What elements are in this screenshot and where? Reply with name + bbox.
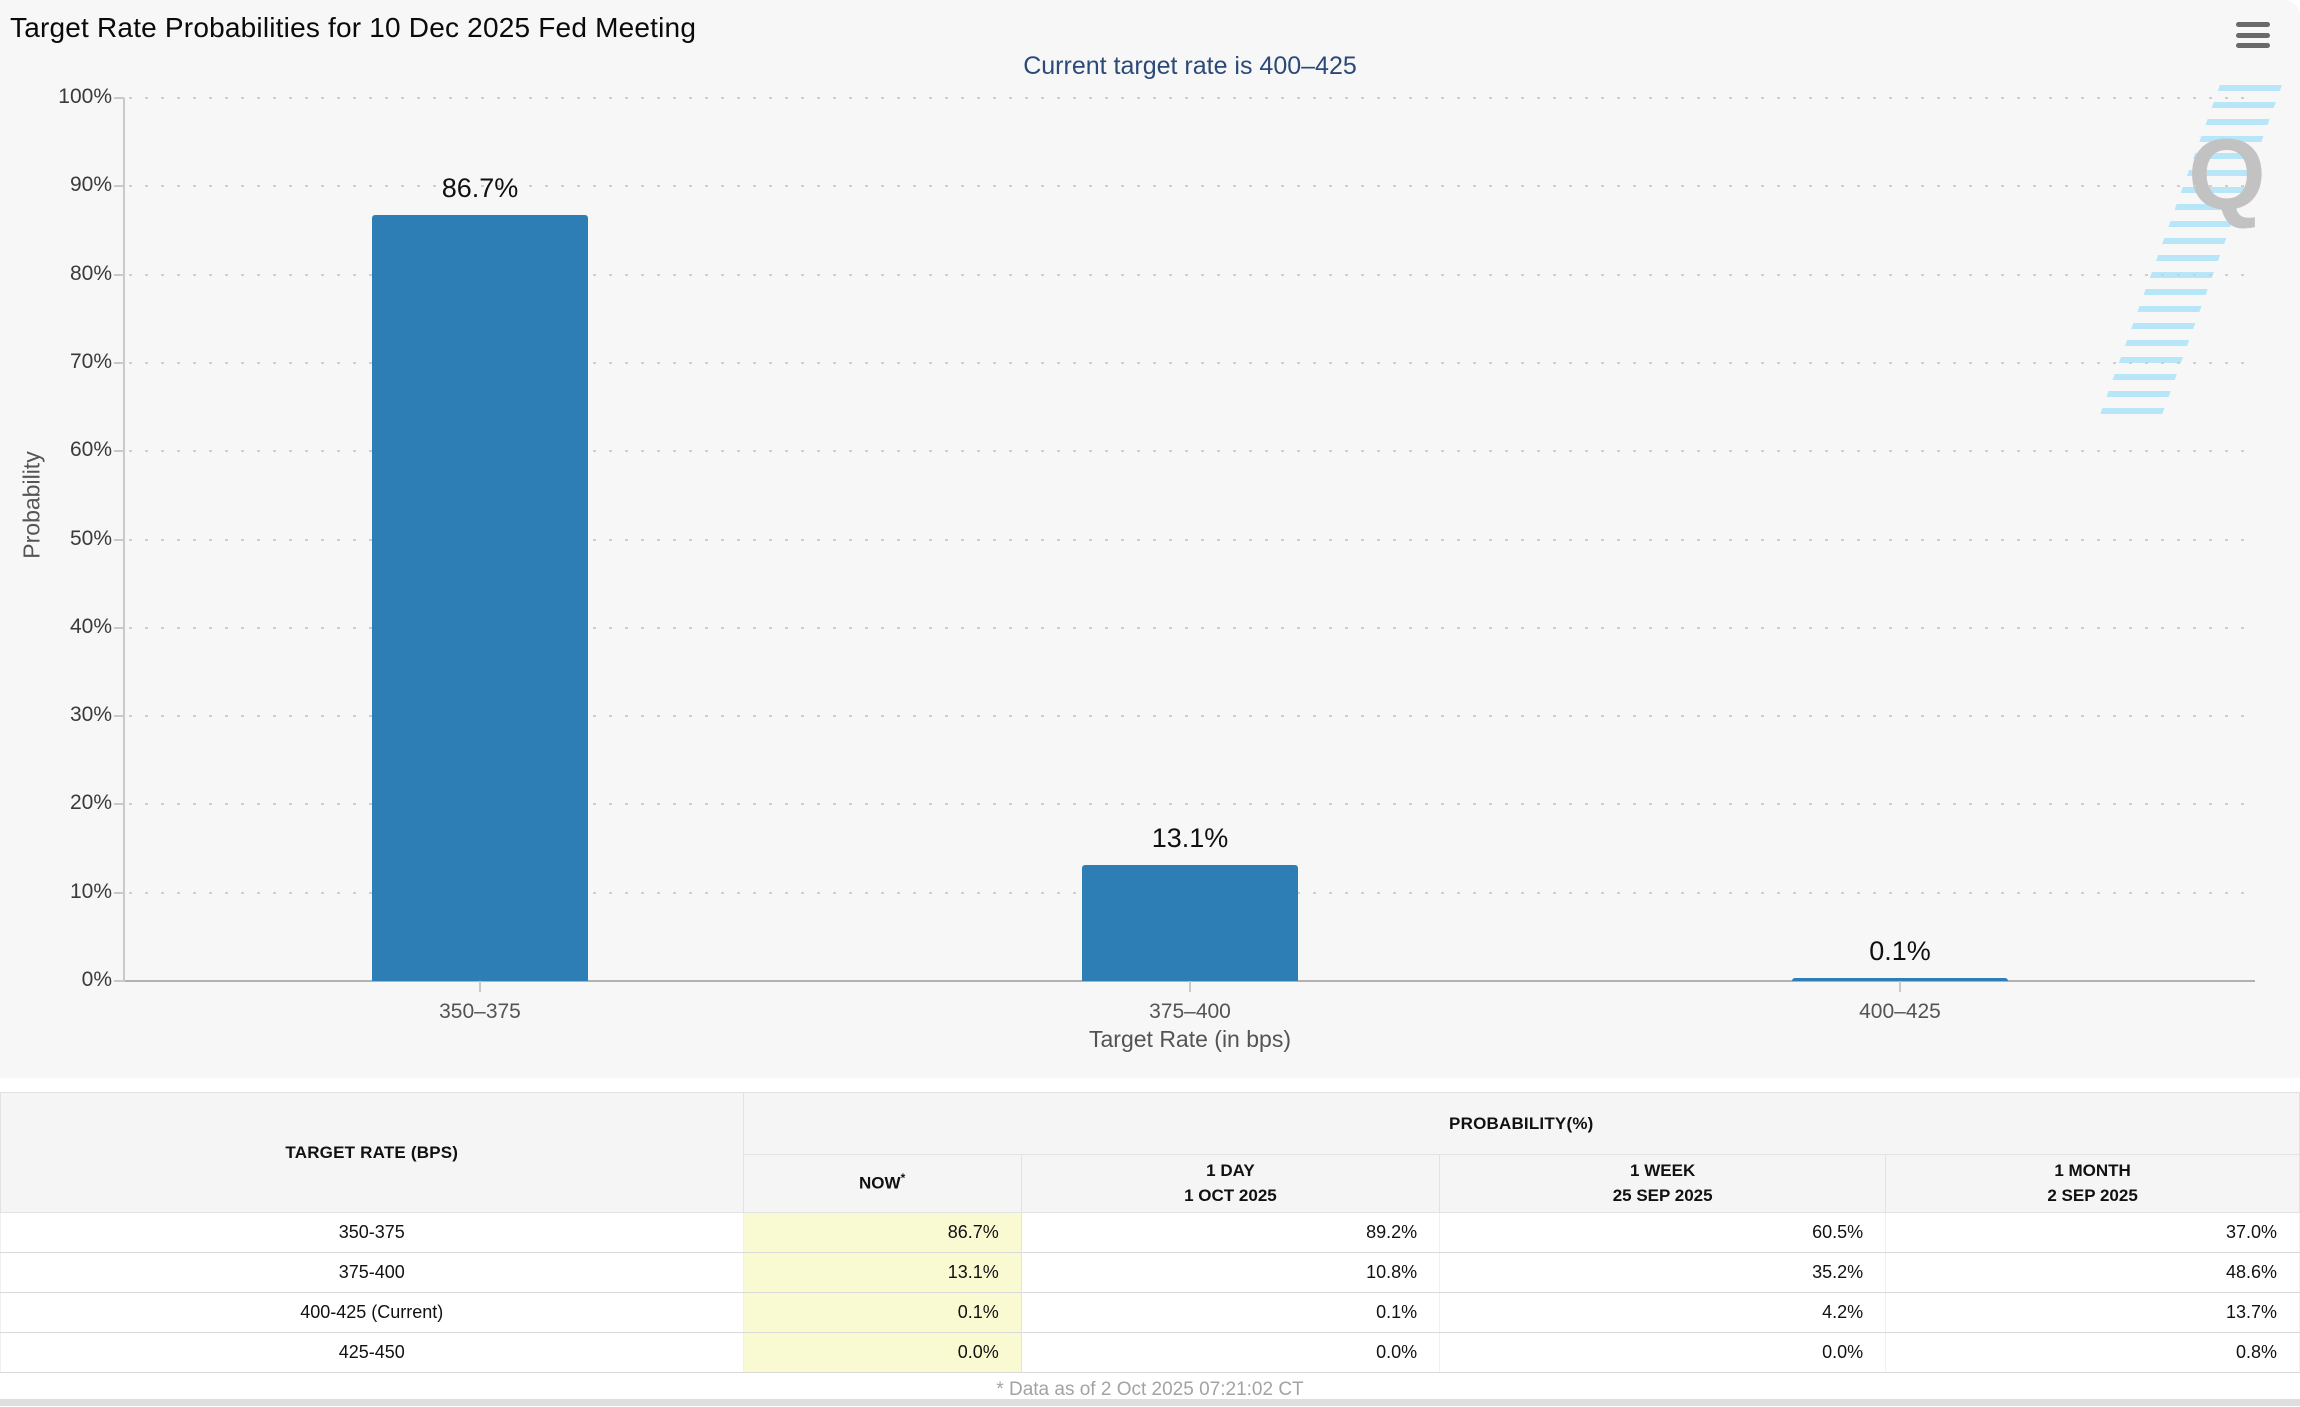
probability-bar[interactable] bbox=[1082, 865, 1298, 981]
gridline bbox=[129, 538, 2251, 541]
table-cell-probability: 89.2% bbox=[1020, 1212, 1441, 1253]
y-axis-tick bbox=[114, 715, 124, 718]
column-header-probability-group: PROBABILITY(%) bbox=[742, 1092, 2300, 1155]
table-row: 425-450 0.0% 0.0% 0.0% 0.8% bbox=[0, 1332, 2300, 1373]
hamburger-icon bbox=[2236, 22, 2270, 27]
table-cell-now-probability: 0.1% bbox=[742, 1292, 1022, 1333]
table-header: TARGET RATE (BPS) PROBABILITY(%) NOW* 1 D… bbox=[0, 1092, 2300, 1213]
y-axis-tick bbox=[114, 891, 124, 894]
table-cell-probability: 48.6% bbox=[1885, 1252, 2300, 1293]
bar-value-label: 13.1% bbox=[1151, 823, 1229, 854]
y-axis-line bbox=[123, 98, 125, 982]
gridline bbox=[129, 450, 2251, 453]
table-cell-target-rate: 350-375 bbox=[0, 1212, 744, 1253]
table-subheader-row: NOW* 1 DAY 1 OCT 2025 1 WEEK 25 SEP 2025 1 MO… bbox=[1, 1154, 2300, 1213]
footnote-asterisk: * bbox=[900, 1171, 906, 1186]
gridline bbox=[129, 273, 2251, 276]
x-axis-tick bbox=[479, 981, 481, 992]
gridline bbox=[129, 185, 2251, 188]
probability-table: TARGET RATE (BPS) PROBABILITY(%) NOW* 1 D… bbox=[0, 1092, 2300, 1407]
y-axis-tick bbox=[114, 185, 124, 188]
column-header-label: 1 DAY bbox=[1206, 1160, 1255, 1180]
hamburger-icon bbox=[2236, 43, 2270, 48]
table-cell-now-probability: 86.7% bbox=[742, 1212, 1022, 1253]
bar-value-label: 86.7% bbox=[441, 173, 519, 204]
table-cell-now-probability: 13.1% bbox=[742, 1252, 1022, 1293]
column-header-target-rate: TARGET RATE (BPS) bbox=[0, 1092, 744, 1213]
y-axis-tick-label: 40% bbox=[69, 614, 112, 638]
y-axis-tick-label: 20% bbox=[69, 791, 112, 815]
y-axis-tick-label: 50% bbox=[69, 526, 112, 550]
table-cell-probability: 60.5% bbox=[1439, 1212, 1887, 1253]
column-header-now: NOW* bbox=[742, 1154, 1022, 1213]
y-axis-tick-label: 60% bbox=[69, 438, 112, 462]
column-header-1-day: 1 DAY 1 OCT 2025 bbox=[1020, 1154, 1441, 1213]
gridline bbox=[129, 803, 2251, 806]
horizontal-scrollbar[interactable] bbox=[0, 1399, 2300, 1406]
table-cell-probability: 0.8% bbox=[1885, 1332, 2300, 1373]
column-header-label: 1 WEEK bbox=[1630, 1160, 1696, 1180]
hamburger-icon bbox=[2236, 32, 2270, 38]
column-header-1-week: 1 WEEK 25 SEP 2025 bbox=[1439, 1154, 1887, 1213]
probability-bar[interactable] bbox=[372, 215, 588, 981]
x-axis-tick bbox=[1189, 981, 1191, 992]
y-axis-tick-label: 30% bbox=[69, 703, 112, 727]
table-cell-target-rate: 375-400 bbox=[0, 1252, 744, 1293]
column-header-date: 1 OCT 2025 bbox=[1184, 1185, 1277, 1205]
x-axis-category-label: 400–425 bbox=[1859, 1000, 1941, 1023]
y-axis-tick-label: 70% bbox=[69, 349, 112, 373]
table-cell-probability: 0.0% bbox=[1020, 1332, 1441, 1373]
table-cell-probability: 0.0% bbox=[1439, 1332, 1887, 1373]
chart-region: Target Rate Probabilities for 10 Dec 202… bbox=[10, 12, 2282, 1052]
x-axis-tick bbox=[1899, 981, 1901, 992]
y-axis-tick bbox=[114, 803, 124, 806]
chart-title: Target Rate Probabilities for 10 Dec 202… bbox=[10, 12, 697, 43]
column-header-label: 1 MONTH bbox=[2054, 1160, 2131, 1180]
gridline bbox=[129, 715, 2251, 718]
y-axis-tick bbox=[114, 450, 124, 453]
table-body: 350-375 86.7% 89.2% 60.5% 37.0% 375-400 13.1% 1… bbox=[0, 1212, 2300, 1373]
column-header-label: NOW* bbox=[859, 1171, 906, 1193]
gridline bbox=[129, 626, 2251, 629]
y-axis-tick-label: 10% bbox=[69, 879, 112, 903]
gridline bbox=[129, 361, 2251, 364]
table-cell-target-rate: 425-450 bbox=[0, 1332, 744, 1373]
bar-value-label: 0.1% bbox=[1869, 936, 1931, 966]
column-header-1-month: 1 MONTH 2 SEP 2025 bbox=[1885, 1154, 2300, 1213]
table-cell-probability: 37.0% bbox=[1885, 1212, 2300, 1253]
x-axis-category-label: 350–375 bbox=[439, 1000, 521, 1023]
y-axis-tick bbox=[114, 361, 124, 364]
table-cell-probability: 0.1% bbox=[1020, 1292, 1441, 1333]
y-axis-tick bbox=[114, 273, 124, 276]
column-header-date: 2 SEP 2025 bbox=[2047, 1185, 2138, 1205]
table-cell-now-probability: 0.0% bbox=[742, 1332, 1022, 1373]
table-cell-probability: 13.7% bbox=[1885, 1292, 2300, 1333]
table-row: 400-425 (Current) 0.1% 0.1% 4.2% 13.7% bbox=[0, 1292, 2300, 1333]
table-group-header-row: TARGET RATE (BPS) PROBABILITY(%) bbox=[0, 1092, 2300, 1213]
probability-bar[interactable] bbox=[1792, 978, 2008, 981]
table-cell-probability: 35.2% bbox=[1439, 1252, 1887, 1293]
y-axis-tick-label: 100% bbox=[58, 85, 112, 108]
gridline bbox=[129, 97, 2251, 99]
x-axis-category-label: 375–400 bbox=[1149, 1000, 1231, 1023]
y-axis-tick bbox=[114, 538, 124, 541]
y-axis-tick bbox=[114, 626, 124, 629]
y-axis-tick bbox=[114, 980, 124, 982]
chart-menu-button[interactable] bbox=[2236, 22, 2270, 48]
table-cell-target-rate: 400-425 (Current) bbox=[0, 1292, 744, 1333]
y-axis-tick bbox=[114, 97, 124, 99]
table-row: 375-400 13.1% 10.8% 35.2% 48.6% bbox=[0, 1252, 2300, 1293]
y-axis-tick-label: 80% bbox=[69, 261, 112, 285]
y-axis-tick-label: 90% bbox=[69, 173, 112, 197]
plot-area: 86.7% 350–375 13.1% 375–400 0.1% 400–425 bbox=[125, 97, 2255, 1023]
column-header-date: 25 SEP 2025 bbox=[1612, 1185, 1713, 1205]
table-cell-probability: 10.8% bbox=[1020, 1252, 1441, 1293]
table-cell-probability: 4.2% bbox=[1439, 1292, 1887, 1333]
chart-subtitle: Current target rate is 400–425 bbox=[1023, 52, 1357, 80]
x-axis-title: Target Rate (in bps) bbox=[1089, 1026, 1291, 1052]
table-row: 350-375 86.7% 89.2% 60.5% 37.0% bbox=[0, 1212, 2300, 1253]
y-axis-tick-label: 0% bbox=[81, 968, 112, 991]
